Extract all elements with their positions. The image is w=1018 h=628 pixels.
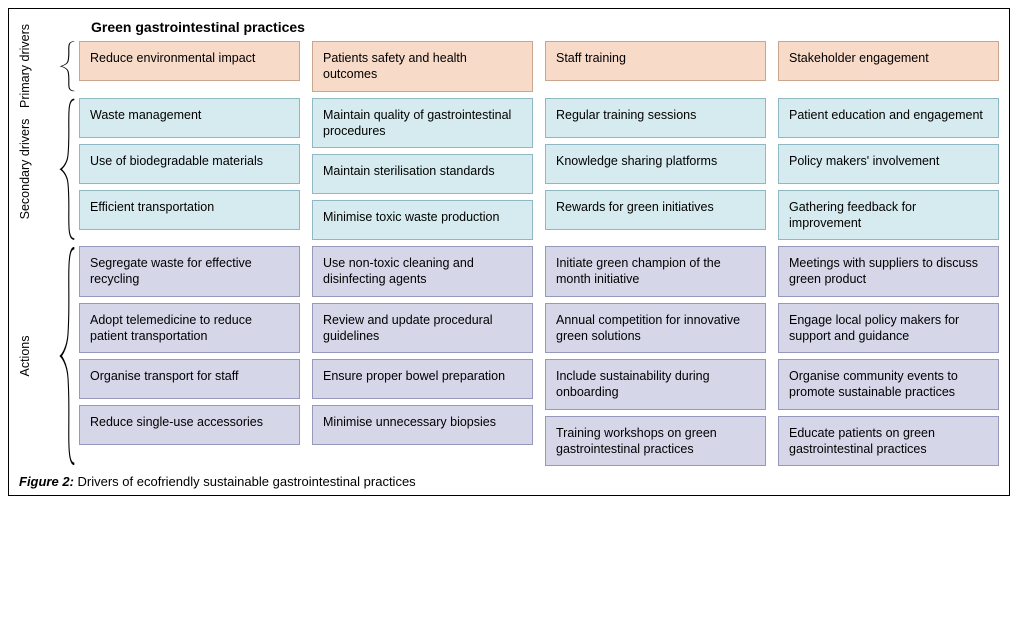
- figure-frame: Green gastrointestinal practices Primary…: [8, 8, 1010, 496]
- cell-actions-1-2: Ensure proper bowel preparation: [312, 359, 533, 399]
- col-primary-3: Stakeholder engagement: [778, 41, 999, 92]
- col-secondary-0: Waste management Use of biodegradable mat…: [79, 98, 300, 241]
- cell-actions-2-2: Include sustainability during onboarding: [545, 359, 766, 410]
- cell-actions-1-1: Review and update procedural guidelines: [312, 303, 533, 354]
- cell-actions-1-3: Minimise unnecessary biopsies: [312, 405, 533, 445]
- section-secondary: Secondary drivers Waste management Use of…: [19, 98, 999, 241]
- curly-brace-icon: [59, 246, 77, 466]
- col-primary-2: Staff training: [545, 41, 766, 92]
- cell-primary-3-0: Stakeholder engagement: [778, 41, 999, 81]
- grid-secondary: Waste management Use of biodegradable mat…: [79, 98, 999, 241]
- col-secondary-3: Patient education and engagement Policy m…: [778, 98, 999, 241]
- cell-actions-2-1: Annual competition for innovative green …: [545, 303, 766, 354]
- cell-secondary-3-0: Patient education and engagement: [778, 98, 999, 138]
- section-label-wrap-primary: Primary drivers: [19, 41, 79, 92]
- col-actions-2: Initiate green champion of the month ini…: [545, 246, 766, 466]
- cell-secondary-3-2: Gathering feedback for improvement: [778, 190, 999, 241]
- cell-secondary-1-2: Minimise toxic waste production: [312, 200, 533, 240]
- col-primary-0: Reduce environmental impact: [79, 41, 300, 92]
- grid-primary: Reduce environmental impact Patients safe…: [79, 41, 999, 92]
- cell-actions-0-1: Adopt telemedicine to reduce patient tra…: [79, 303, 300, 354]
- grid-actions: Segregate waste for effective recycling A…: [79, 246, 999, 466]
- cell-actions-3-1: Engage local policy makers for support a…: [778, 303, 999, 354]
- cell-primary-0-0: Reduce environmental impact: [79, 41, 300, 81]
- section-primary: Primary drivers Reduce environmental imp…: [19, 41, 999, 92]
- section-label-secondary: Secondary drivers: [18, 118, 32, 219]
- cell-secondary-2-1: Knowledge sharing platforms: [545, 144, 766, 184]
- curly-brace-icon: [59, 98, 77, 241]
- cell-secondary-1-1: Maintain sterilisation standards: [312, 154, 533, 194]
- figure-caption: Figure 2: Drivers of ecofriendly sustain…: [19, 474, 999, 489]
- cell-actions-3-2: Organise community events to promote sus…: [778, 359, 999, 410]
- cell-primary-2-0: Staff training: [545, 41, 766, 81]
- section-label-wrap-actions: Actions: [19, 246, 79, 466]
- cell-primary-1-0: Patients safety and health outcomes: [312, 41, 533, 92]
- cell-actions-0-2: Organise transport for staff: [79, 359, 300, 399]
- cell-secondary-0-1: Use of biodegradable materials: [79, 144, 300, 184]
- cell-actions-3-3: Educate patients on green gastrointestin…: [778, 416, 999, 467]
- figure-title: Green gastrointestinal practices: [91, 19, 999, 35]
- cell-secondary-3-1: Policy makers' involvement: [778, 144, 999, 184]
- section-actions: Actions Segregate waste for effective re…: [19, 246, 999, 466]
- col-actions-3: Meetings with suppliers to discuss green…: [778, 246, 999, 466]
- cell-secondary-2-2: Rewards for green initiatives: [545, 190, 766, 230]
- cell-actions-3-0: Meetings with suppliers to discuss green…: [778, 246, 999, 297]
- caption-prefix: Figure 2:: [19, 474, 74, 489]
- section-label-wrap-secondary: Secondary drivers: [19, 98, 79, 241]
- cell-actions-2-0: Initiate green champion of the month ini…: [545, 246, 766, 297]
- cell-secondary-0-2: Efficient transportation: [79, 190, 300, 230]
- cell-actions-1-0: Use non-toxic cleaning and disinfecting …: [312, 246, 533, 297]
- caption-text: Drivers of ecofriendly sustainable gastr…: [74, 474, 416, 489]
- cell-secondary-0-0: Waste management: [79, 98, 300, 138]
- cell-actions-0-3: Reduce single-use accessories: [79, 405, 300, 445]
- cell-secondary-1-0: Maintain quality of gastrointestinal pro…: [312, 98, 533, 149]
- cell-actions-2-3: Training workshops on green gastrointest…: [545, 416, 766, 467]
- col-primary-1: Patients safety and health outcomes: [312, 41, 533, 92]
- col-actions-1: Use non-toxic cleaning and disinfecting …: [312, 246, 533, 466]
- section-label-primary: Primary drivers: [18, 24, 32, 108]
- col-secondary-2: Regular training sessions Knowledge shari…: [545, 98, 766, 241]
- cell-actions-0-0: Segregate waste for effective recycling: [79, 246, 300, 297]
- sections-container: Primary drivers Reduce environmental imp…: [19, 41, 999, 466]
- section-label-actions: Actions: [18, 336, 32, 377]
- col-actions-0: Segregate waste for effective recycling A…: [79, 246, 300, 466]
- curly-brace-icon: [59, 41, 77, 92]
- col-secondary-1: Maintain quality of gastrointestinal pro…: [312, 98, 533, 241]
- cell-secondary-2-0: Regular training sessions: [545, 98, 766, 138]
